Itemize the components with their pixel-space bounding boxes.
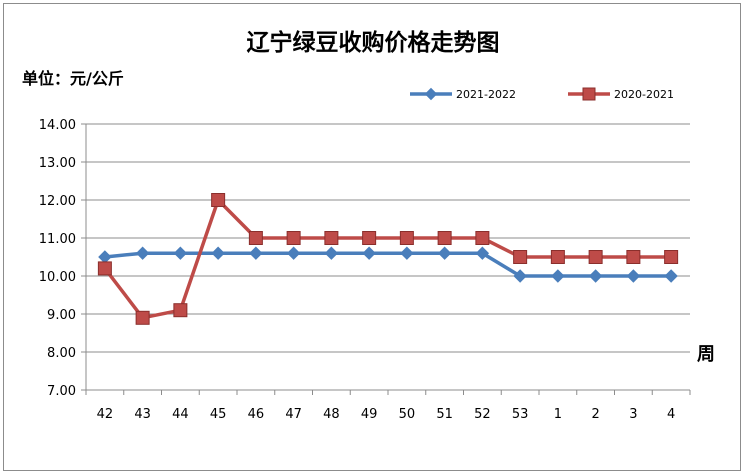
x-tick-label: 48 xyxy=(323,407,340,422)
data-point xyxy=(286,246,301,260)
y-axis-unit-label: 单位：元/公斤 xyxy=(22,69,124,88)
data-point xyxy=(135,246,150,260)
data-point xyxy=(437,246,452,260)
data-point xyxy=(513,250,528,264)
x-tick-label: 45 xyxy=(210,407,227,422)
x-tick-label: 52 xyxy=(474,407,491,422)
x-tick-label: 51 xyxy=(436,407,453,422)
data-point xyxy=(664,269,678,283)
legend: 2021-2022 2020-2021 xyxy=(410,87,674,101)
data-point xyxy=(626,250,641,264)
data-point xyxy=(173,303,188,318)
data-point xyxy=(248,231,263,245)
data-point xyxy=(437,231,452,245)
x-tick-label: 42 xyxy=(97,407,114,422)
legend-entry: 2020-2021 xyxy=(568,87,674,101)
data-point xyxy=(173,246,188,260)
x-tick-label: 50 xyxy=(399,407,416,422)
x-tick-label: 47 xyxy=(285,407,302,422)
legend-entry: 2021-2022 xyxy=(410,87,516,101)
x-tick-label: 1 xyxy=(554,407,562,422)
x-tick-label: 43 xyxy=(134,407,151,422)
data-point xyxy=(362,231,377,245)
x-axis-label: 周 xyxy=(697,344,715,365)
data-point xyxy=(324,231,339,245)
x-tick-label: 44 xyxy=(172,407,189,422)
y-tick-label: 11.00 xyxy=(39,232,76,247)
legend-marker xyxy=(424,87,438,101)
y-tick-label: 8.00 xyxy=(47,346,76,361)
x-tick-labels: 42 43 44 45 46 47 48 49 50 51 52 53 1 2 3 4 xyxy=(97,407,676,422)
data-point xyxy=(550,250,565,264)
data-point xyxy=(286,231,301,245)
x-tick-label: 53 xyxy=(512,407,529,422)
data-point xyxy=(211,193,226,207)
axes xyxy=(81,123,691,395)
data-point xyxy=(664,250,679,264)
x-tick-label: 4 xyxy=(667,407,675,422)
y-tick-label: 14.00 xyxy=(39,118,76,133)
legend-marker xyxy=(582,87,596,101)
data-point xyxy=(588,269,603,283)
series-line xyxy=(103,198,672,320)
data-point xyxy=(513,269,527,283)
data-point xyxy=(98,250,112,264)
y-tick-label: 7.00 xyxy=(47,384,76,399)
data-point xyxy=(475,246,490,260)
x-tick-label: 2 xyxy=(591,407,599,422)
legend-label: 2020-2021 xyxy=(614,88,674,101)
y-tick-labels: 7.00 8.00 9.00 10.00 11.00 12.00 13.00 14.00 xyxy=(39,118,76,399)
legend-label: 2021-2022 xyxy=(456,88,516,101)
data-point xyxy=(324,246,339,260)
series-group xyxy=(97,193,679,325)
x-tick-label: 49 xyxy=(361,407,378,422)
data-point xyxy=(399,231,414,245)
data-point xyxy=(97,261,112,276)
series-2020-2021 xyxy=(97,193,679,325)
y-tick-label: 9.00 xyxy=(47,308,76,323)
y-tick-label: 12.00 xyxy=(39,194,76,209)
data-point xyxy=(588,250,603,264)
y-tick-label: 13.00 xyxy=(39,156,76,171)
data-point xyxy=(249,246,263,260)
x-tick-label: 46 xyxy=(248,407,265,422)
data-point xyxy=(135,310,150,325)
data-point xyxy=(626,269,641,283)
data-point xyxy=(400,246,414,260)
data-point xyxy=(475,231,490,245)
data-point xyxy=(551,269,565,283)
data-point xyxy=(211,246,225,260)
x-tick-label: 3 xyxy=(629,407,637,422)
chart-title: 辽宁绿豆收购价格走势图 xyxy=(247,29,500,56)
data-point xyxy=(362,246,376,260)
y-tick-label: 10.00 xyxy=(39,270,76,285)
